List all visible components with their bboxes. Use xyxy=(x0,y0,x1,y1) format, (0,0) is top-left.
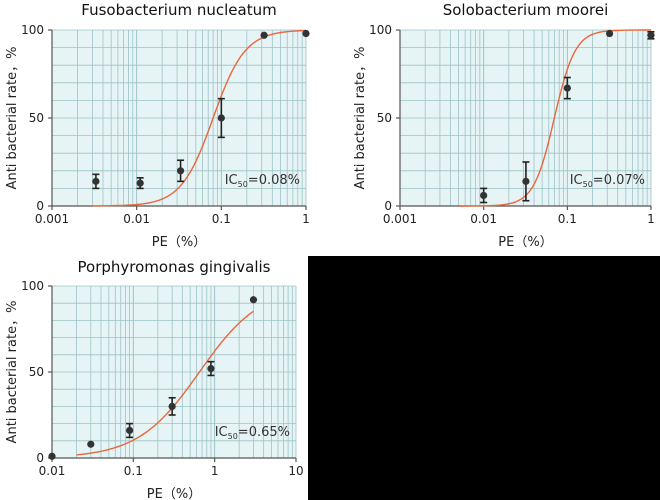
data-point xyxy=(176,167,185,175)
y-tick-label: 0 xyxy=(36,451,44,465)
ic50-subscript: 50 xyxy=(238,180,248,189)
fit-curve xyxy=(92,29,307,207)
x-tick-label: 0.001 xyxy=(35,212,69,226)
data-point xyxy=(207,364,215,373)
data-point xyxy=(92,177,100,185)
y-tick-label: 0 xyxy=(36,199,44,213)
x-tick-label: 0.01 xyxy=(123,212,150,226)
y-axis-label: Anti bacterial rate，% xyxy=(353,47,368,190)
x-tick-label: 0.001 xyxy=(383,212,417,226)
ic50-annotation: IC50=0.07% xyxy=(570,173,645,189)
x-tick-label: 0.01 xyxy=(39,464,66,478)
x-axis-label: PE（%） xyxy=(152,235,206,250)
x-axis-label: PE（%） xyxy=(147,487,201,500)
y-tick-label: 0 xyxy=(384,199,392,213)
data-point xyxy=(136,179,144,187)
x-tick-label: 1 xyxy=(211,464,219,478)
data-point xyxy=(217,114,225,122)
data-point xyxy=(260,31,268,39)
x-axis-label: PE（%） xyxy=(498,235,552,250)
x-tick-label: 0.1 xyxy=(212,212,231,226)
data-point xyxy=(302,29,310,38)
chart-title: Fusobacterium nucleatum xyxy=(81,1,276,19)
ic50-label: IC xyxy=(215,425,228,440)
ic50-value: =0.65% xyxy=(238,425,290,440)
fit-curve xyxy=(458,29,651,207)
x-tick-label: 1 xyxy=(647,212,655,226)
data-point xyxy=(605,29,614,38)
ic50-annotation: IC50=0.08% xyxy=(225,173,300,189)
fit-curve xyxy=(76,310,254,456)
data-point xyxy=(48,452,56,460)
data-point xyxy=(168,402,176,410)
ic50-label: IC xyxy=(570,173,583,188)
chart-title: Solobacterium moorei xyxy=(443,1,609,19)
y-tick-label: 50 xyxy=(29,365,44,379)
ic50-annotation: IC50=0.65% xyxy=(215,425,290,441)
y-tick-label: 50 xyxy=(377,111,392,125)
ic50-subscript: 50 xyxy=(228,432,238,441)
data-point xyxy=(87,440,95,448)
ic50-subscript: 50 xyxy=(583,180,593,189)
data-point xyxy=(249,296,258,304)
y-tick-label: 100 xyxy=(21,279,44,293)
x-tick-label: 10 xyxy=(288,464,303,478)
data-point xyxy=(126,426,134,435)
chart-solobacterium-moorei: Solobacterium moorei 0.001 0.01 0.1 1 0 50 100 P… xyxy=(353,1,655,250)
x-tick-label: 0.1 xyxy=(124,464,143,478)
y-axis-label: Anti bacterial rate，% xyxy=(5,301,20,444)
ic50-value: =0.07% xyxy=(593,173,645,188)
y-tick-label: 50 xyxy=(29,111,44,125)
y-tick-label: 100 xyxy=(21,23,44,37)
chart-fusobacterium-nucleatum: Fusobacterium nucleatum 0.001 0.01 0.1 1 0 50 1… xyxy=(5,1,310,250)
y-tick-label: 100 xyxy=(369,23,392,37)
x-tick-label: 0.1 xyxy=(558,212,577,226)
x-tick-label: 0.01 xyxy=(470,212,497,226)
data-point xyxy=(563,84,571,92)
x-tick-label: 1 xyxy=(302,212,310,226)
empty-black-panel xyxy=(308,256,660,500)
y-axis-label: Anti bacterial rate，% xyxy=(5,47,20,190)
data-point xyxy=(480,191,488,200)
data-point xyxy=(647,31,655,39)
ic50-value: =0.08% xyxy=(248,173,300,188)
chart-title: Porphyromonas gingivalis xyxy=(78,258,271,276)
data-point xyxy=(522,177,530,185)
ic50-label: IC xyxy=(225,173,238,188)
